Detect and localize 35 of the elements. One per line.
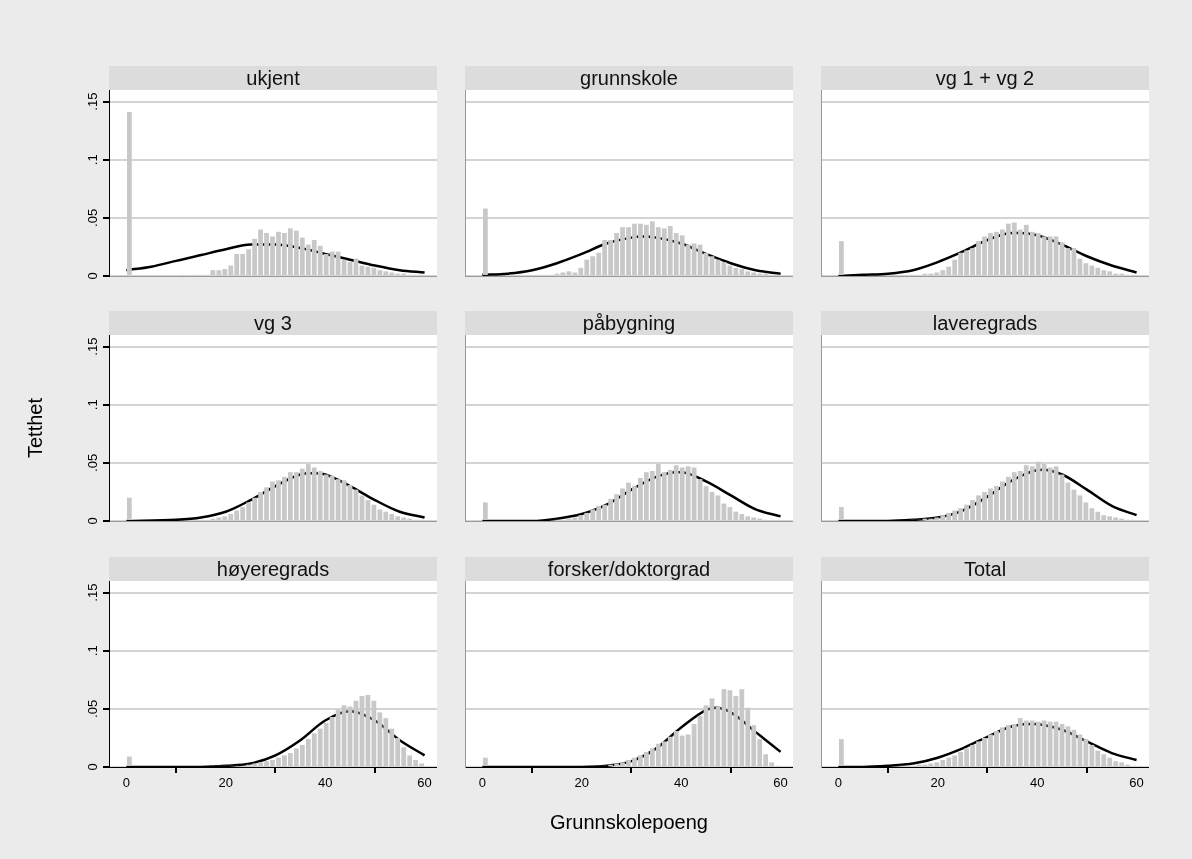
x-tick-label: 20 bbox=[574, 775, 590, 791]
x-tick-label: 60 bbox=[1129, 775, 1144, 791]
chart-title: laveregrads bbox=[821, 311, 1149, 335]
y-tick-label: .05 bbox=[85, 453, 101, 472]
x-tick-label: 20 bbox=[930, 775, 946, 791]
y-tick-label: 0 bbox=[85, 517, 101, 525]
y-tick-label: .15 bbox=[85, 92, 101, 111]
x-tick-label: 0 bbox=[122, 775, 131, 791]
x-tick-label: 60 bbox=[417, 775, 432, 791]
x-tick-label: 40 bbox=[317, 775, 333, 791]
chart-title: Total bbox=[821, 557, 1149, 581]
y-tick-label: .1 bbox=[85, 645, 101, 657]
chart-title: påbygning bbox=[465, 311, 793, 335]
x-tick-label: 0 bbox=[478, 775, 487, 791]
chart-title: vg 1 + vg 2 bbox=[821, 66, 1149, 90]
x-tick-label: 60 bbox=[773, 775, 788, 791]
chart-title: forsker/doktorgrad bbox=[465, 557, 793, 581]
y-tick-label: .05 bbox=[85, 699, 101, 718]
y-tick-label: .1 bbox=[85, 154, 101, 166]
chart-title: vg 3 bbox=[109, 311, 437, 335]
x-tick-label: 20 bbox=[218, 775, 234, 791]
y-tick-label: 0 bbox=[85, 272, 101, 280]
y-tick-label: 0 bbox=[85, 763, 101, 771]
y-tick-label: .05 bbox=[85, 208, 101, 227]
x-tick-label: 40 bbox=[1029, 775, 1045, 791]
y-tick-label: .15 bbox=[85, 583, 101, 602]
y-tick-label: .15 bbox=[85, 337, 101, 356]
chart-title: grunnskole bbox=[465, 66, 793, 90]
chart-title: høyeregrads bbox=[109, 557, 437, 581]
x-tick-label: 0 bbox=[834, 775, 843, 791]
y-tick-label: .1 bbox=[85, 399, 101, 411]
y-axis-title: Tetthet bbox=[23, 397, 46, 459]
x-axis-title: Grunnskolepoeng bbox=[550, 810, 708, 833]
x-tick-label: 40 bbox=[673, 775, 689, 791]
chart-title: ukjent bbox=[109, 66, 437, 90]
